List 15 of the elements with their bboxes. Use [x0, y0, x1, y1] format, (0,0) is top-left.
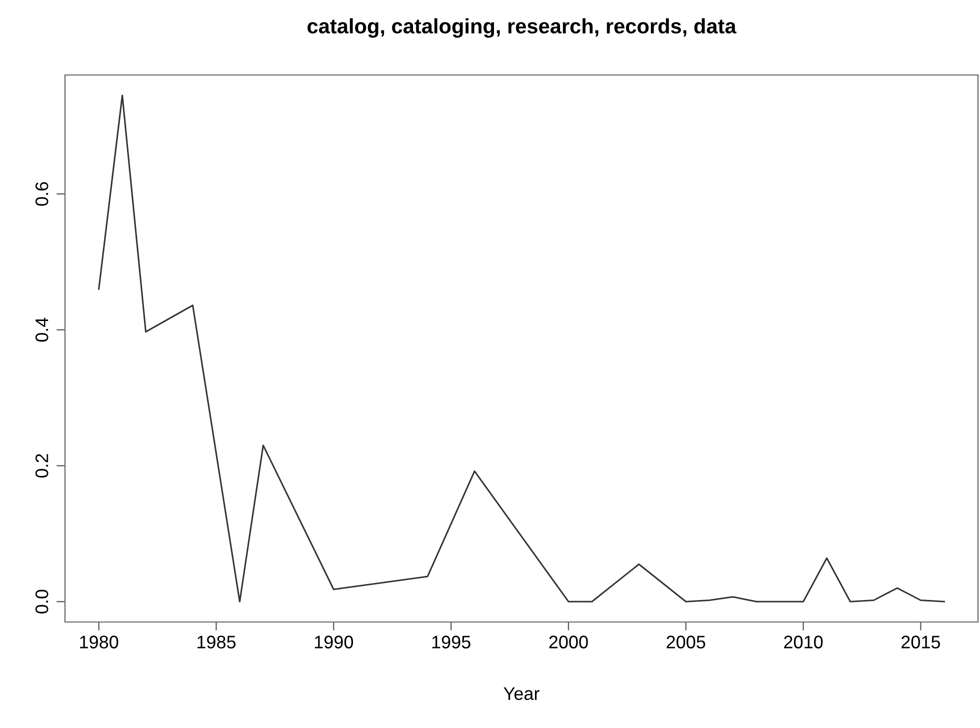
line-series [98, 94, 945, 602]
x-tick-label: 1995 [432, 636, 470, 648]
x-tick-label: 1990 [314, 636, 354, 648]
y-tick-label: 0.2 [35, 454, 48, 478]
y-tick-label: 0.0 [35, 590, 48, 614]
x-tick-label: 2000 [549, 636, 588, 648]
x-tick-label: 2005 [666, 636, 706, 648]
x-tick-label: 2015 [902, 636, 940, 648]
x-tick-label: 2010 [784, 636, 823, 648]
y-tick-label: 0.6 [35, 182, 48, 206]
y-tick-label: 0.4 [35, 318, 48, 342]
x-tick-label: 1980 [80, 636, 118, 648]
x-tick-label: 1985 [198, 636, 236, 648]
chart-title: catalog, cataloging, research, records, data [308, 18, 736, 38]
x-axis-title: Year [504, 687, 540, 700]
